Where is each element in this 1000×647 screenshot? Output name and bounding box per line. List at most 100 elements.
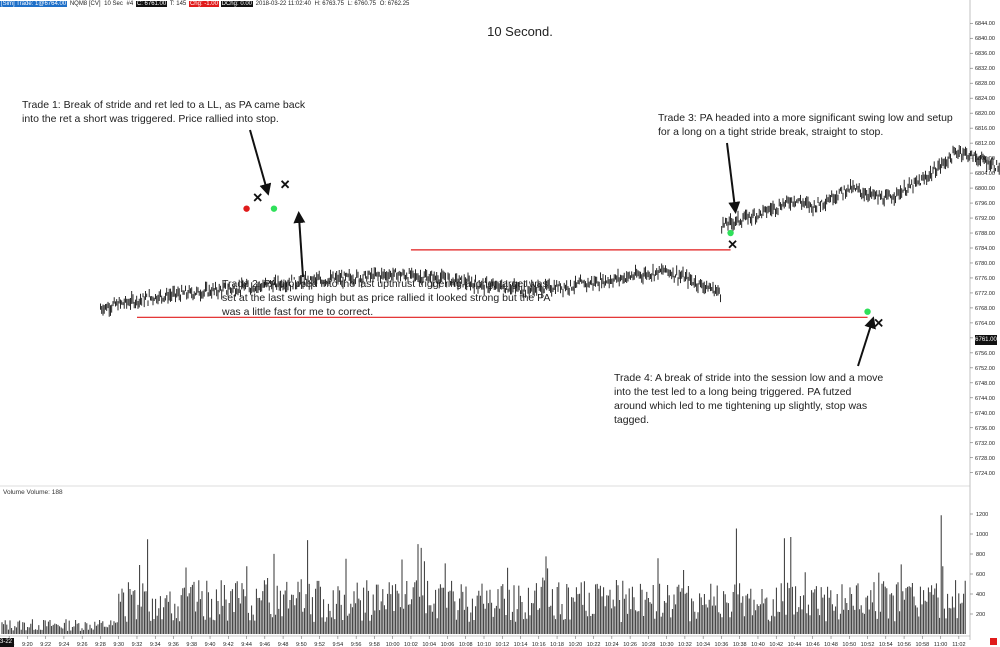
trade3-note: Trade 3: PA headed into a more significa… [658,112,953,138]
price-tick-label: 6828.00 [975,81,995,87]
price-tick-label: 6824.00 [975,96,995,102]
time-tick-label: 10:18 [550,642,564,647]
time-tick-label: 9:58 [369,642,380,647]
time-tick-label: 9:28 [95,642,106,647]
trade3-arrow [726,142,741,214]
long-entry-marker [270,205,278,212]
time-tick-label: 10:44 [788,642,802,647]
time-tick-label: 10:26 [623,642,637,647]
time-tick-label: 10:30 [660,642,674,647]
dchange-label: DChg: 0.00 [220,1,253,7]
price-tick-label: 6728.00 [975,456,995,462]
time-tick-label: 9:48 [278,642,289,647]
datetime-label: 2018-03-22 11:02:40 [255,1,311,7]
time-tick-label: 9:38 [186,642,197,647]
time-tick-label: 9:42 [223,642,234,647]
price-tick-label: 6804.00 [975,171,995,177]
volume-bar-series [1,515,966,634]
interval-label: 10 Sec [104,1,123,7]
price-tick-label: 6796.00 [975,201,995,207]
trade4-arrow [857,316,876,367]
volume-tick-label: 200 [976,612,985,618]
open-label: O: 6762.25 [379,1,410,7]
price-tick-label: 6772.00 [975,291,995,297]
time-tick-label: 10:36 [715,642,729,647]
low-label: L: 6760.75 [347,1,377,7]
price-tick-label: 6724.00 [975,471,995,477]
ticks-label: T: 145 [169,1,187,7]
time-tick-label: 10:40 [751,642,765,647]
time-tick-label: 10:28 [641,642,655,647]
price-tick-label: 6744.00 [975,396,995,402]
time-tick-label: 9:44 [241,642,252,647]
time-tick-label: 10:22 [587,642,601,647]
exit-x-marker [728,240,737,249]
time-tick-label: 10:00 [386,642,400,647]
time-tick-label: 10:50 [842,642,856,647]
price-tick-label: 6756.00 [975,351,995,357]
time-tick-label: 10:32 [678,642,692,647]
symbol-label: NQM8 [CV] [69,1,101,7]
volume-axis: 200 400 600 800 1000 1200 [970,512,988,618]
volume-tick-label: 400 [976,592,985,598]
price-tick-label: 6808.00 [975,156,995,162]
time-tick-label: 9:26 [77,642,88,647]
price-tick-label: 6732.00 [975,441,995,447]
volume-tick-label: 600 [976,572,985,578]
long-entry-marker [864,308,871,315]
price-tick-label: 6780.00 [975,261,995,267]
price-tick-label: 6820.00 [975,111,995,117]
chart-header: [Sim] Trade: 1@6764.00 NQM8 [CV] 10 Sec … [0,0,410,9]
time-tick-label: 9:22 [40,642,51,647]
price-tick-label: 6776.00 [975,276,995,282]
trade-markers [243,180,883,328]
price-tick-label: 6792.00 [975,216,995,222]
price-tick-label: 6832.00 [975,66,995,72]
price-tick-label: 6812.00 [975,141,995,147]
time-tick-label: 10:48 [824,642,838,647]
exit-x-marker [874,318,883,328]
exit-x-marker [280,180,290,189]
time-tick-label: 9:52 [314,642,325,647]
volume-tick-label: 800 [976,552,985,558]
time-tick-label: 10:54 [879,642,893,647]
trade2-note: Trade 2: PA dropped into the last upthru… [222,278,550,318]
time-tick-label: 10:56 [897,642,911,647]
time-tick-label: 9:40 [205,642,216,647]
price-bar-series [100,145,1000,317]
exit-x-marker [253,193,262,202]
trade1-arrow [249,129,272,196]
time-tick-label: 10:02 [404,642,418,647]
price-tick-label: 6784.00 [975,246,995,252]
price-tick-label: 6736.00 [975,426,995,432]
change-label: Chg: -1.00 [188,1,219,7]
trade2-arrow [293,211,306,278]
time-tick-label: 9:30 [113,642,124,647]
price-tick-label: 6752.00 [975,366,995,372]
time-tick-label: 10:34 [696,642,710,647]
price-tick-label: 6740.00 [975,411,995,417]
price-bars [100,145,1000,317]
volume-bars [1,515,966,634]
instrument-label[interactable]: [Sim] Trade: 1@6764.00 [0,1,68,7]
time-axis: 9:189:209:229:249:269:289:309:329:349:36… [4,636,966,647]
time-tick-label: 10:58 [915,642,929,647]
price-tick-label: 6844.00 [975,21,995,27]
date-corner: 3-22 [0,638,14,647]
volume-panel-label: Volume Volume: 188 [3,489,63,496]
time-tick-label: 9:20 [22,642,33,647]
trade4-note: Trade 4: A break of stride into the sess… [614,372,884,426]
time-tick-label: 9:24 [59,642,70,647]
corner-indicator [990,638,997,645]
price-tick-label: 6800.00 [975,186,995,192]
time-tick-label: 9:50 [296,642,307,647]
time-tick-label: 10:24 [605,642,619,647]
time-tick-label: 9:36 [168,642,179,647]
time-tick-label: 10:10 [477,642,491,647]
time-tick-label: 10:04 [422,642,436,647]
time-tick-label: 10:46 [806,642,820,647]
time-tick-label: 9:56 [351,642,362,647]
long-entry-marker [727,229,734,237]
price-tick-label: 6768.00 [975,306,995,312]
